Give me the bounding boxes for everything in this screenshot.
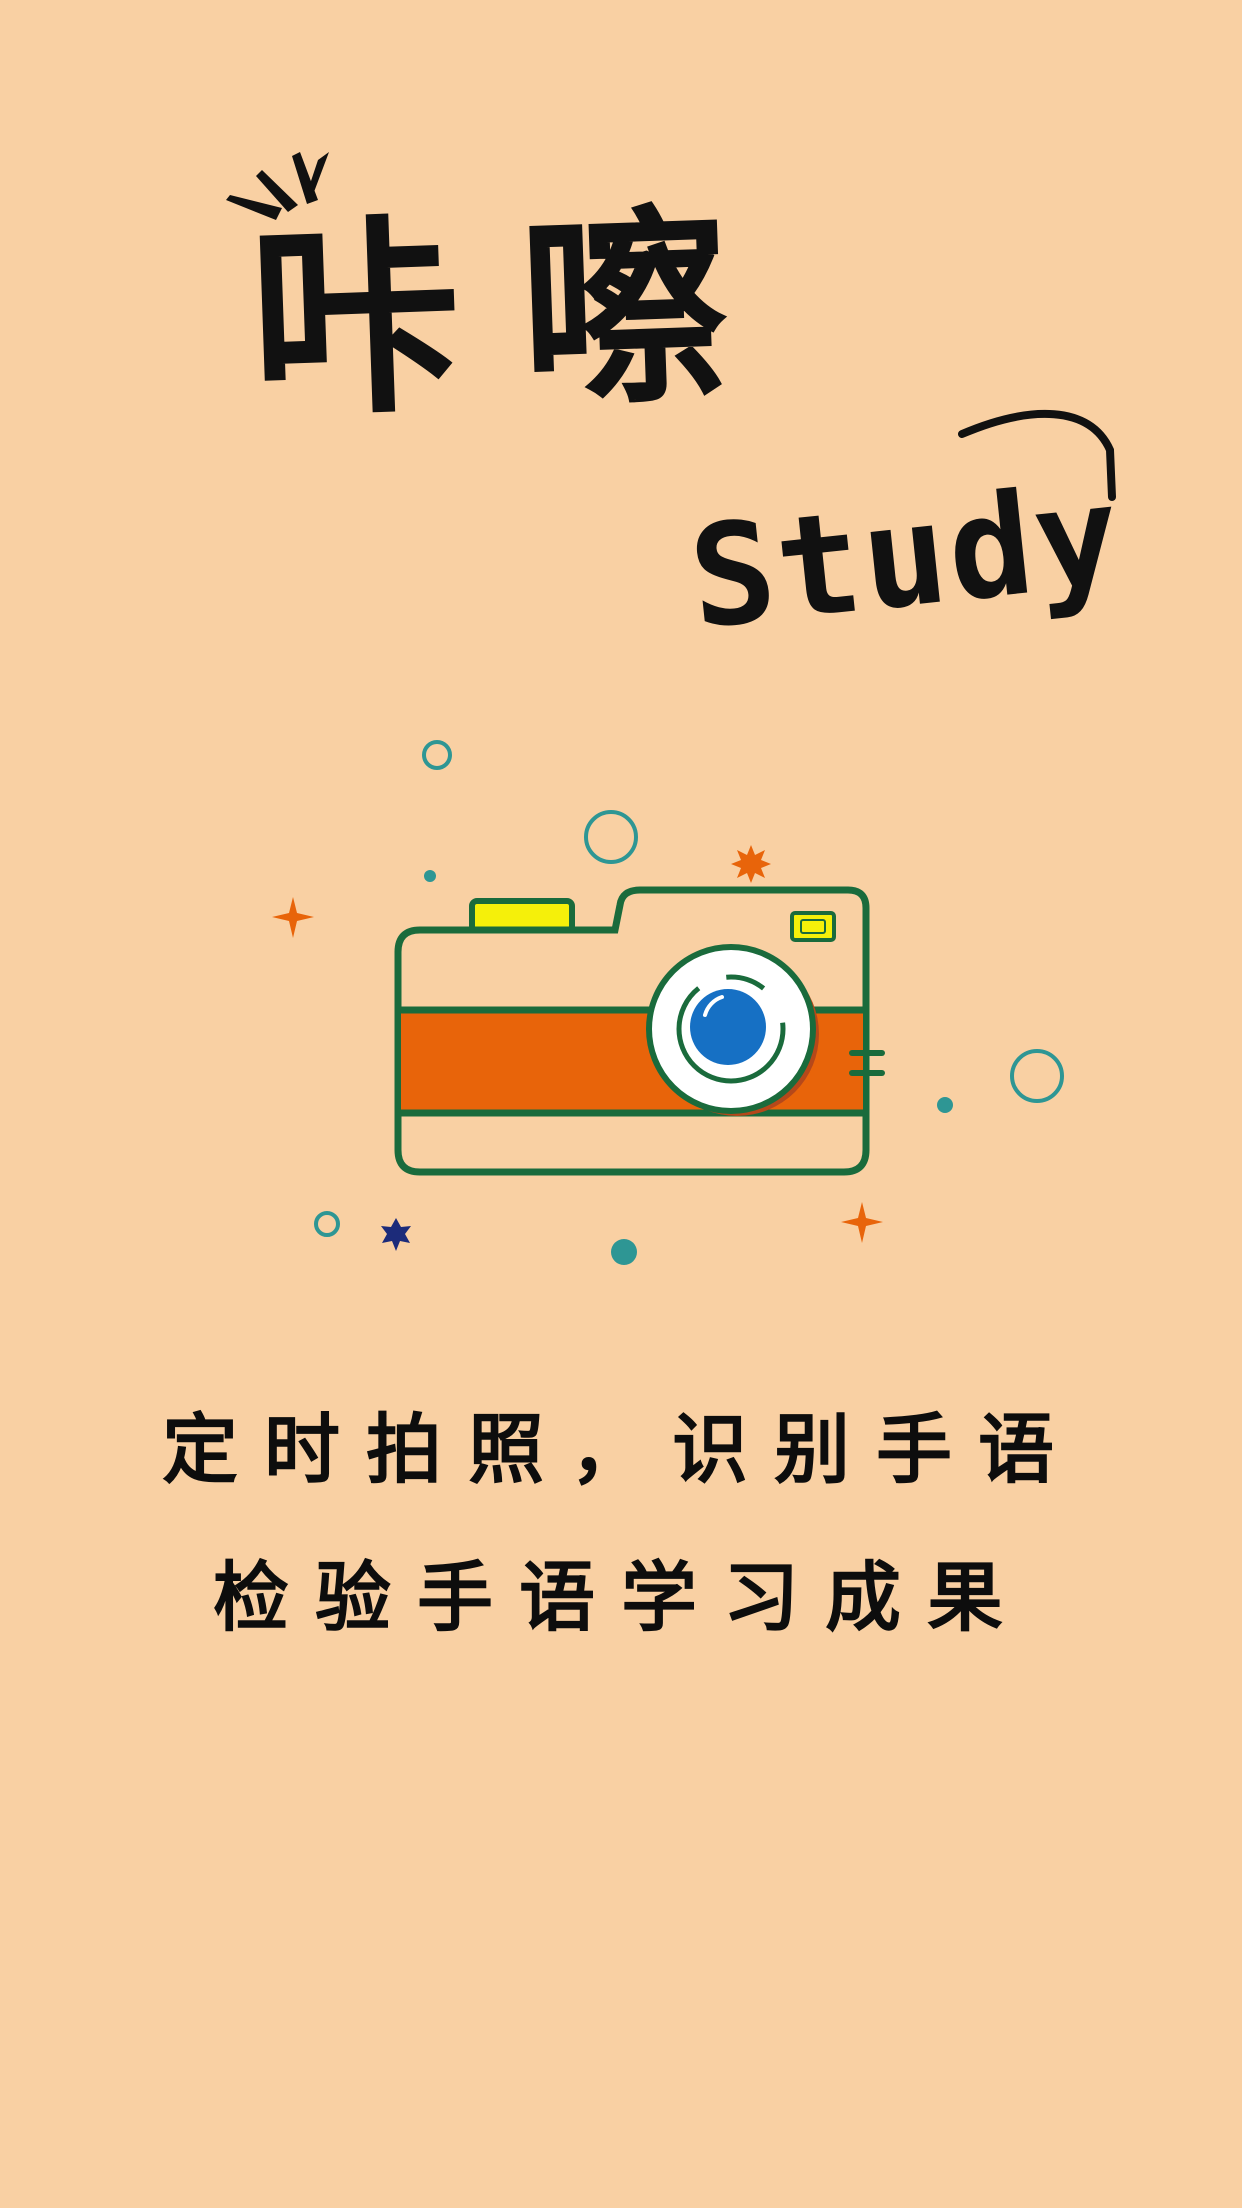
swoosh-arc (958, 409, 1116, 501)
tagline-line-2: 检验手语学习成果 (213, 1553, 1029, 1642)
lens-glass (690, 989, 766, 1065)
bubble-outline (584, 810, 638, 864)
bubble-dot (424, 870, 436, 882)
bubble-outline (314, 1211, 340, 1237)
sparkle-orange-icon (272, 897, 314, 938)
sparkle-orange-icon (841, 1202, 883, 1243)
viewfinder (790, 911, 836, 942)
bubble-dot (937, 1097, 953, 1113)
bubble-outline (1010, 1049, 1064, 1103)
bubble-dot (611, 1239, 637, 1265)
bubble-outline (422, 740, 452, 770)
star-burst-orange-icon (731, 845, 771, 883)
star-navy-icon (381, 1218, 411, 1251)
sparkle-lines-icon (226, 152, 329, 220)
tagline-line-1: 定时拍照，识别手语 (162, 1405, 1080, 1494)
